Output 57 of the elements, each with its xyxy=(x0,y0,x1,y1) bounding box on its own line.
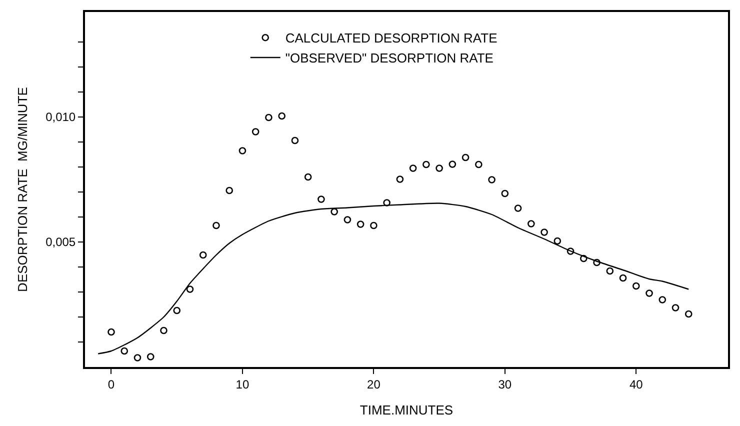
point xyxy=(540,228,548,236)
point xyxy=(672,304,680,312)
point xyxy=(475,160,482,168)
y-tick-label: 0,010 xyxy=(46,110,76,124)
x-tick-label: 30 xyxy=(498,377,512,392)
point xyxy=(396,176,404,183)
point xyxy=(501,190,509,198)
point xyxy=(146,353,154,360)
point xyxy=(528,220,535,228)
point xyxy=(566,248,574,255)
point xyxy=(409,164,417,172)
point xyxy=(108,328,115,336)
y-tick-label: 0,005 xyxy=(46,235,76,250)
point xyxy=(606,267,614,275)
line-series xyxy=(98,202,690,354)
point xyxy=(619,274,627,282)
x-axis-title: TIME.MINUTES xyxy=(360,402,454,418)
point xyxy=(383,199,390,206)
point xyxy=(226,186,233,194)
point xyxy=(186,286,194,293)
point xyxy=(212,222,220,230)
point xyxy=(344,216,352,224)
point xyxy=(134,354,142,362)
legend-label: "OBSERVED" DESORPTION RATE xyxy=(285,50,494,66)
point xyxy=(265,114,272,122)
point xyxy=(646,290,653,297)
point xyxy=(684,310,692,318)
point xyxy=(580,254,588,262)
x-tick-label: 20 xyxy=(367,377,381,392)
point xyxy=(160,326,168,334)
point xyxy=(462,154,470,162)
x-tick-label: 0 xyxy=(108,377,115,392)
point xyxy=(278,112,286,120)
point xyxy=(514,204,522,212)
point xyxy=(436,164,443,172)
point xyxy=(291,136,299,144)
point xyxy=(252,128,260,136)
point xyxy=(370,222,378,230)
point xyxy=(318,196,325,203)
point xyxy=(632,282,640,290)
point xyxy=(173,306,181,314)
point xyxy=(422,160,430,168)
point xyxy=(120,347,128,355)
point xyxy=(658,296,666,304)
x-tick-label: 40 xyxy=(629,377,644,392)
point xyxy=(488,176,496,184)
point xyxy=(304,173,312,181)
point xyxy=(238,147,246,154)
x-tick-label: 10 xyxy=(236,377,250,392)
point xyxy=(356,220,364,228)
point xyxy=(330,208,338,216)
point xyxy=(448,160,456,168)
y-axis-title: DESORPTION RATE MG/MINUTE xyxy=(15,86,30,292)
point xyxy=(593,258,600,266)
legend-label: CALCULATED DESORPTION RATE xyxy=(285,30,498,46)
point xyxy=(554,237,562,245)
point xyxy=(199,251,207,259)
